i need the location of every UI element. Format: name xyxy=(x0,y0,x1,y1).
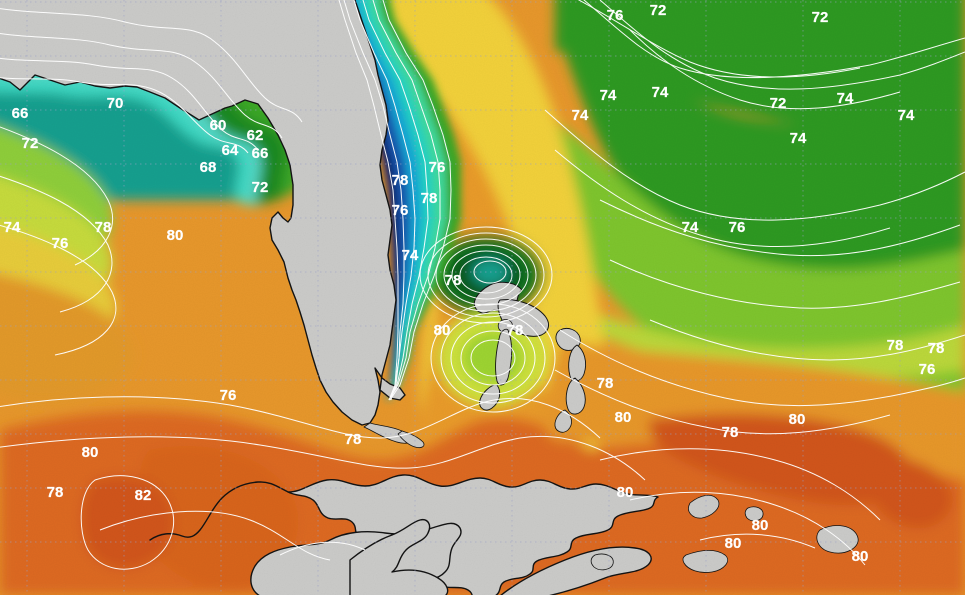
svg-text:78: 78 xyxy=(95,219,112,236)
svg-text:80: 80 xyxy=(852,548,869,565)
svg-text:76: 76 xyxy=(220,387,237,404)
svg-text:80: 80 xyxy=(752,517,769,534)
svg-text:74: 74 xyxy=(682,219,699,236)
svg-text:76: 76 xyxy=(429,159,446,176)
svg-text:74: 74 xyxy=(402,247,419,264)
svg-text:72: 72 xyxy=(812,9,829,26)
svg-text:80: 80 xyxy=(789,411,806,428)
svg-text:74: 74 xyxy=(600,87,617,104)
svg-text:72: 72 xyxy=(22,135,39,152)
svg-text:64: 64 xyxy=(222,142,239,159)
svg-text:80: 80 xyxy=(725,535,742,552)
svg-text:70: 70 xyxy=(107,95,124,112)
svg-text:80: 80 xyxy=(82,444,99,461)
svg-text:78: 78 xyxy=(507,322,524,339)
svg-text:78: 78 xyxy=(597,375,614,392)
svg-text:72: 72 xyxy=(252,179,269,196)
svg-text:66: 66 xyxy=(12,105,29,122)
svg-text:78: 78 xyxy=(392,172,409,189)
svg-text:62: 62 xyxy=(247,127,264,144)
svg-text:78: 78 xyxy=(421,190,438,207)
svg-text:74: 74 xyxy=(837,90,854,107)
svg-text:74: 74 xyxy=(652,84,669,101)
svg-text:76: 76 xyxy=(392,202,409,219)
svg-text:82: 82 xyxy=(135,487,152,504)
svg-text:68: 68 xyxy=(200,159,217,176)
svg-text:76: 76 xyxy=(607,7,624,24)
svg-text:66: 66 xyxy=(252,145,269,162)
svg-text:72: 72 xyxy=(650,2,667,19)
svg-text:78: 78 xyxy=(445,272,462,289)
svg-text:76: 76 xyxy=(52,235,69,252)
svg-text:78: 78 xyxy=(722,424,739,441)
svg-text:78: 78 xyxy=(345,431,362,448)
svg-text:74: 74 xyxy=(572,107,589,124)
svg-text:80: 80 xyxy=(617,484,634,501)
svg-text:80: 80 xyxy=(434,322,451,339)
svg-text:80: 80 xyxy=(615,409,632,426)
svg-text:72: 72 xyxy=(770,95,787,112)
svg-text:74: 74 xyxy=(4,219,21,236)
svg-text:80: 80 xyxy=(167,227,184,244)
svg-text:78: 78 xyxy=(887,337,904,354)
svg-text:76: 76 xyxy=(919,361,936,378)
svg-text:74: 74 xyxy=(898,107,915,124)
svg-text:78: 78 xyxy=(47,484,64,501)
svg-text:74: 74 xyxy=(790,130,807,147)
svg-text:76: 76 xyxy=(729,219,746,236)
svg-text:78: 78 xyxy=(928,340,945,357)
svg-text:60: 60 xyxy=(210,117,227,134)
